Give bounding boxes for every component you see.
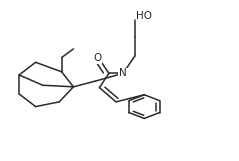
Text: N: N bbox=[119, 68, 127, 78]
Text: O: O bbox=[93, 53, 101, 63]
Text: HO: HO bbox=[136, 11, 152, 21]
